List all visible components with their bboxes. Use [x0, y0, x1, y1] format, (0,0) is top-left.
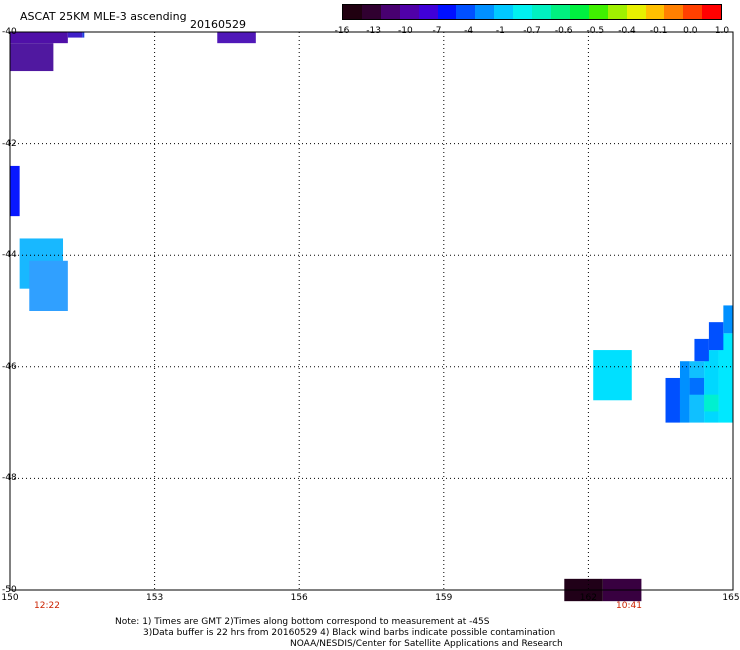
data-cell [10, 43, 54, 72]
data-cell [593, 350, 632, 401]
lat-label: -50 [2, 585, 17, 595]
colorbar-label: 1.0 [714, 26, 730, 36]
colorbar-segment [475, 5, 495, 19]
data-cell [82, 32, 85, 38]
colorbar-segment [494, 5, 514, 19]
colorbar-segment [626, 5, 646, 19]
data-cell [67, 32, 83, 38]
colorbar [342, 4, 722, 20]
lon-label: 162 [579, 593, 597, 603]
colorbar-label: -16 [334, 26, 350, 36]
note-line-2: 3)Data buffer is 22 hrs from 20160529 4)… [143, 628, 556, 638]
colorbar-label: -1 [495, 26, 505, 36]
lon-label: 159 [435, 593, 453, 603]
colorbar-segment [532, 5, 551, 19]
data-cell [10, 165, 20, 217]
lat-label: -44 [2, 250, 17, 261]
data-cell [29, 260, 68, 311]
colorbar-label: -0.5 [586, 26, 605, 36]
data-cell [704, 394, 719, 412]
colorbar-label: -0.6 [554, 26, 573, 36]
colorbar-segment [702, 5, 722, 19]
lat-label: -40 [2, 27, 17, 37]
data-cell [718, 333, 733, 423]
chart-title: ASCAT 25KM MLE-3 ascending [20, 10, 187, 23]
lat-label: -46 [2, 361, 17, 372]
data-cell [10, 32, 68, 44]
colorbar-segment [664, 5, 684, 19]
colorbar-segment [683, 5, 703, 19]
colorbar-segment [456, 5, 476, 19]
note-line-3: NOAA/NESDIS/Center for Satellite Applica… [290, 639, 563, 649]
lon-label: 165 [722, 593, 740, 603]
data-cell [665, 377, 680, 423]
colorbar-label: -7 [432, 26, 442, 36]
time-left: 12:22 [34, 601, 60, 611]
lon-label: 153 [146, 593, 164, 603]
colorbar-segment [550, 5, 570, 19]
colorbar-label: -4 [464, 26, 474, 36]
colorbar-segment [513, 5, 533, 19]
colorbar-segment [645, 5, 665, 19]
data-cells [10, 32, 733, 602]
data-cell [689, 377, 705, 395]
lon-label: 156 [290, 593, 308, 603]
colorbar-segment [418, 5, 438, 19]
plot-frame [9, 31, 734, 591]
time-right: 10:41 [616, 601, 642, 611]
colorbar-label: -0.1 [649, 26, 668, 36]
lat-label: -48 [2, 473, 17, 484]
data-cell [723, 305, 733, 334]
colorbar-segment [569, 5, 589, 19]
colorbar-label: -0.7 [523, 26, 541, 36]
data-cell [708, 322, 724, 351]
colorbar-segment [380, 5, 400, 19]
note-line-1: Note: 1) Times are GMT 2)Times along bot… [115, 617, 490, 627]
chart-date: 20160529 [190, 18, 246, 31]
colorbar-segment [588, 5, 608, 19]
colorbar-segment [399, 5, 419, 19]
data-cell [694, 338, 709, 362]
colorbar-segment [361, 5, 381, 19]
colorbar-label: -13 [366, 26, 382, 36]
colorbar-segment [437, 5, 457, 19]
grid-lines [10, 32, 733, 590]
colorbar-label: -10 [397, 26, 413, 36]
colorbar-segment [343, 5, 362, 19]
colorbar-label: -0.4 [618, 26, 636, 36]
lon-label: 150 [1, 593, 19, 603]
lat-label: -42 [2, 138, 17, 149]
data-cell [679, 361, 690, 423]
colorbar-segment [607, 5, 627, 19]
colorbar-label: 0.0 [683, 26, 698, 36]
data-cell [217, 32, 256, 44]
